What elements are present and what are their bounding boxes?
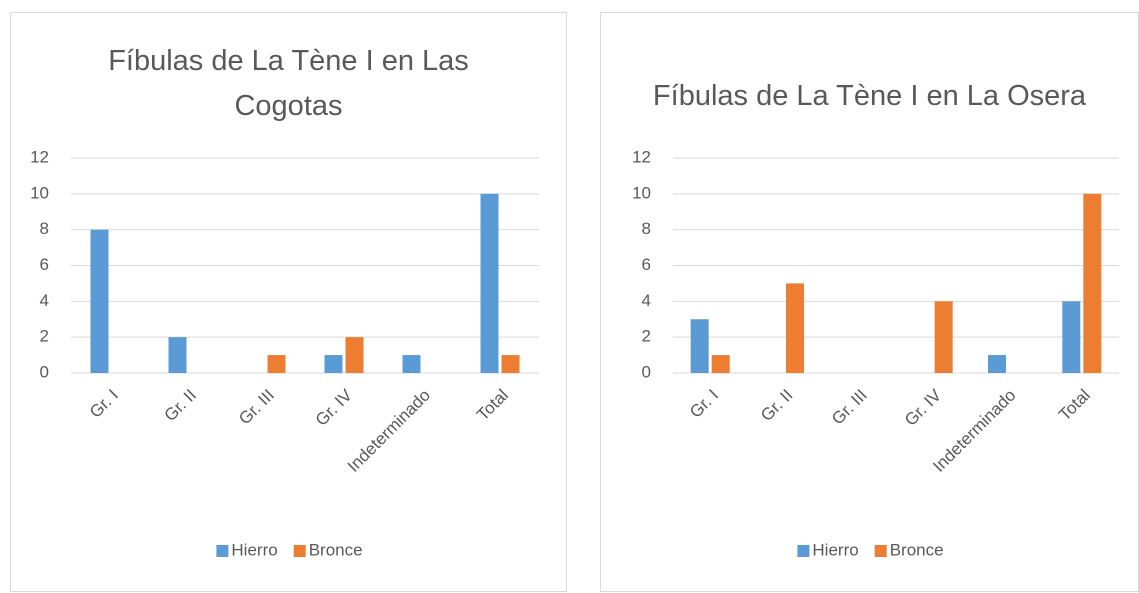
bar [934,301,953,373]
page: 0 2 4 6 8 10 12 Gr. I Gr. II Gr. III Gr. IV Indeter… [10,12,1139,592]
bar [786,283,804,373]
bar [480,193,499,373]
y-tick-label: 12 [30,147,49,166]
legend-label: Bronce [309,540,363,559]
bar [345,337,364,373]
bar [324,355,343,373]
y-tick-label: 10 [632,183,651,202]
chart-title: Fíbulas de La Tène I en La Osera [652,80,1087,112]
bar [1083,193,1102,373]
x-tick-label: Gr. IV [901,385,946,430]
x-tick-label: Indeterminado [344,386,434,476]
bar [690,319,709,373]
x-tick-label: Gr. III [828,386,871,429]
bar [402,355,421,373]
x-tick-label: Gr. I [686,386,722,422]
legend-label: Bronce [890,540,944,559]
bar [1062,301,1081,373]
x-tick-label: Gr. III [235,386,278,429]
bar [90,229,109,373]
y-tick-label: 8 [642,219,651,238]
y-tick-label: 6 [642,255,651,274]
y-tick-label: 0 [40,362,49,381]
y-tick-label: 0 [642,362,651,381]
y-tick-label: 10 [30,183,49,202]
x-tick-label: Total [473,386,512,425]
legend-swatch [874,545,887,557]
bar [267,355,286,373]
y-tick-label: 6 [40,255,49,274]
bar [711,355,730,373]
bar [988,355,1006,373]
legend-swatch [216,545,229,557]
x-tick-label: Gr. I [86,386,122,422]
legend-label: Hierro [231,540,277,559]
chart-panel: 0 2 4 6 8 10 12 Gr. I Gr. II Gr. III Gr. IV Indeter… [10,12,567,592]
chart-panel: 0 2 4 6 8 10 12 Gr. I Gr. II Gr. III Gr. IV Indeter… [600,12,1139,592]
legend-swatch [797,545,810,557]
bar [501,355,520,373]
x-tick-label: Gr. II [757,386,796,425]
y-tick-label: 4 [642,291,651,310]
y-tick-label: 4 [40,291,49,310]
bar [168,337,187,373]
chart: 0 2 4 6 8 10 12 Gr. I Gr. II Gr. III Gr. IVIndeter… [30,147,539,559]
x-tick-label: Gr. IV [312,385,357,430]
chart-title: Fíbulas de La Tène I en Las Cogotas [108,45,469,122]
y-tick-label: 2 [642,327,651,346]
y-tick-label: 2 [40,327,49,346]
x-tick-label: Gr. II [161,386,200,425]
legend-swatch [293,545,306,557]
x-tick-label: Total [1055,386,1094,425]
y-tick-label: 8 [40,219,49,238]
y-tick-label: 12 [632,147,651,166]
legend-label: Hierro [812,540,858,559]
